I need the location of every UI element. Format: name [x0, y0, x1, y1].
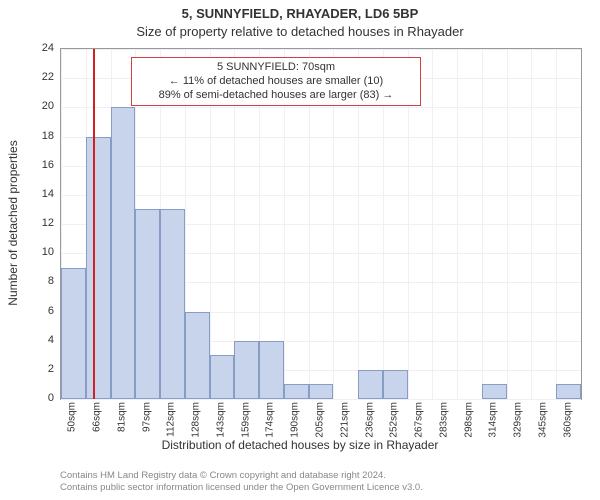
gridline-h	[61, 107, 581, 108]
xtick-label: 267sqm	[414, 402, 425, 438]
ytick-label: 6	[24, 305, 54, 317]
xtick-label: 298sqm	[463, 402, 474, 438]
xtick-label: 283sqm	[438, 402, 449, 438]
xtick-label: 66sqm	[92, 402, 103, 432]
footer-attribution: Contains HM Land Registry data © Crown c…	[60, 470, 580, 494]
annotation-line-3: 89% of semi-detached houses are larger (…	[138, 89, 414, 103]
xtick-label: 128sqm	[191, 402, 202, 438]
histogram-bar	[383, 370, 408, 399]
histogram-bar	[185, 312, 210, 400]
ytick-label: 16	[24, 159, 54, 171]
xtick-label: 345sqm	[537, 402, 548, 438]
histogram-bar	[309, 384, 334, 399]
histogram-bar	[482, 384, 507, 399]
gridline-h	[61, 166, 581, 167]
reference-marker-line	[93, 49, 95, 399]
histogram-bar	[111, 107, 136, 399]
y-axis-label: Number of detached properties	[6, 140, 20, 305]
xtick-label: 252sqm	[389, 402, 400, 438]
x-axis-label: Distribution of detached houses by size …	[0, 438, 600, 452]
annotation-line-2: ← 11% of detached houses are smaller (10…	[138, 75, 414, 89]
ytick-label: 24	[24, 42, 54, 54]
ytick-label: 12	[24, 217, 54, 229]
histogram-bar	[135, 209, 160, 399]
gridline-v	[507, 49, 508, 399]
histogram-bar	[358, 370, 383, 399]
title-line1: 5, SUNNYFIELD, RHAYADER, LD6 5BP	[0, 6, 600, 21]
histogram-bar	[556, 384, 581, 399]
gridline-h	[61, 195, 581, 196]
footer-line1: Contains HM Land Registry data © Crown c…	[60, 470, 580, 482]
xtick-label: 112sqm	[166, 402, 177, 437]
xtick-label: 205sqm	[315, 402, 326, 438]
ytick-label: 18	[24, 130, 54, 142]
gridline-v	[482, 49, 483, 399]
title-line2: Size of property relative to detached ho…	[0, 24, 600, 39]
xtick-label: 50sqm	[67, 402, 78, 432]
histogram-bar	[61, 268, 86, 399]
histogram-bar	[160, 209, 185, 399]
histogram-bar	[259, 341, 284, 399]
xtick-label: 97sqm	[141, 402, 152, 432]
xtick-label: 174sqm	[265, 402, 276, 438]
xtick-label: 81sqm	[116, 402, 127, 432]
gridline-h	[61, 399, 581, 400]
ytick-label: 22	[24, 71, 54, 83]
gridline-v	[531, 49, 532, 399]
xtick-label: 143sqm	[215, 402, 226, 438]
xtick-label: 314sqm	[488, 402, 499, 438]
xtick-label: 360sqm	[562, 402, 573, 438]
ytick-label: 10	[24, 246, 54, 258]
annotation-line-1: 5 SUNNYFIELD: 70sqm	[138, 61, 414, 75]
xtick-label: 159sqm	[240, 402, 251, 438]
histogram-bar	[86, 137, 111, 400]
histogram-bar	[284, 384, 309, 399]
histogram-bar	[234, 341, 259, 399]
ytick-label: 20	[24, 100, 54, 112]
gridline-v	[457, 49, 458, 399]
footer-line2: Contains public sector information licen…	[60, 482, 580, 494]
histogram-bar	[210, 355, 235, 399]
xtick-label: 329sqm	[513, 402, 524, 438]
gridline-v	[556, 49, 557, 399]
gridline-h	[61, 137, 581, 138]
ytick-label: 2	[24, 363, 54, 375]
xtick-label: 236sqm	[364, 402, 375, 438]
gridline-v	[432, 49, 433, 399]
ytick-label: 14	[24, 188, 54, 200]
annotation-box: 5 SUNNYFIELD: 70sqm← 11% of detached hou…	[131, 57, 421, 106]
gridline-h	[61, 49, 581, 50]
ytick-label: 8	[24, 275, 54, 287]
xtick-label: 221sqm	[339, 402, 350, 438]
ytick-label: 4	[24, 334, 54, 346]
xtick-label: 190sqm	[290, 402, 301, 438]
ytick-label: 0	[24, 392, 54, 404]
chart-plot-area: 5 SUNNYFIELD: 70sqm← 11% of detached hou…	[60, 48, 582, 400]
